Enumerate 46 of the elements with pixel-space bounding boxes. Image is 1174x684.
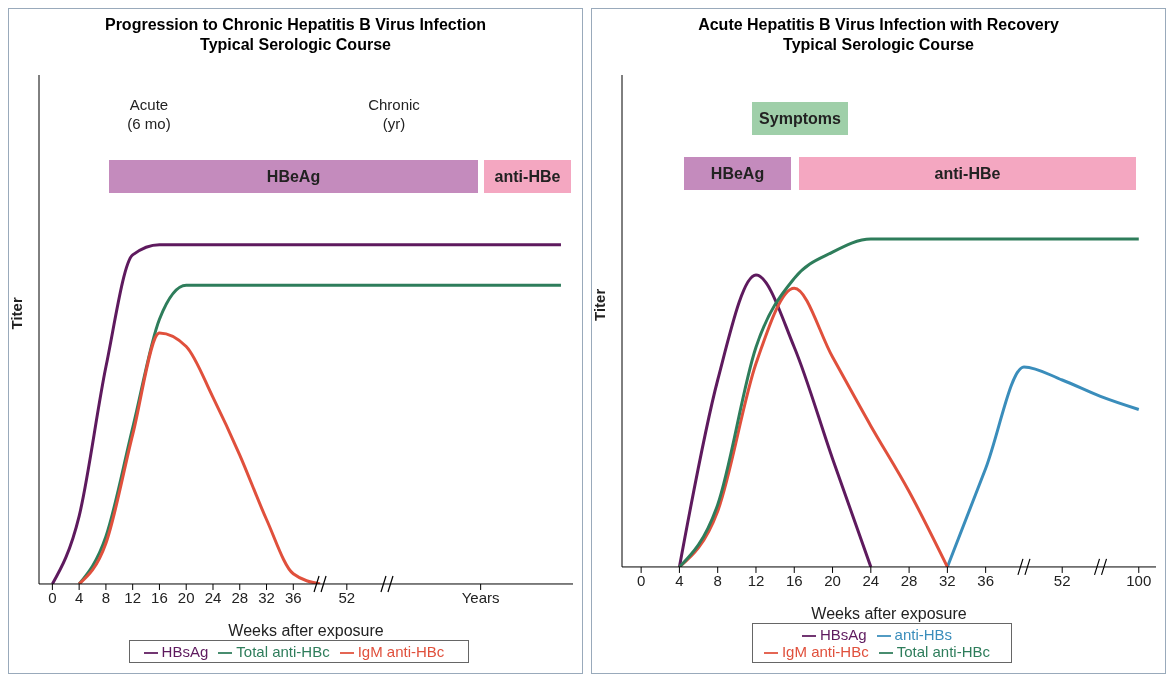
x-tick-label: 36 bbox=[977, 571, 994, 589]
x-axis-title: Weeks after exposure bbox=[811, 604, 967, 622]
x-tick-label: 8 bbox=[713, 571, 722, 589]
legend-label: Total anti-HBc bbox=[896, 642, 991, 660]
x-tick-label: 52 bbox=[1053, 571, 1071, 589]
x-tick-label: Years bbox=[461, 588, 500, 606]
y-axis-title: Titer bbox=[591, 288, 609, 321]
legend-label: IgM anti-HBc bbox=[781, 642, 869, 660]
text: HBeAg bbox=[684, 157, 791, 190]
x-tick-label: 8 bbox=[101, 588, 111, 606]
x-tick-label: 28 bbox=[231, 588, 249, 606]
x-tick-label: 16 bbox=[151, 588, 168, 606]
legend-label: anti-HBs bbox=[894, 625, 953, 643]
x-tick-label: 4 bbox=[74, 588, 84, 606]
legend-label: HBsAg bbox=[161, 642, 209, 660]
x-tick-label: 4 bbox=[675, 571, 684, 589]
legend-label: Total anti-HBc bbox=[236, 642, 330, 660]
text: Chronic (yr) bbox=[367, 95, 421, 133]
chart-subtitle: Typical Serologic Course bbox=[199, 35, 392, 55]
chart-title: Acute Hepatitis B Virus Infection with Recovery bbox=[697, 15, 1060, 35]
legend-label: HBsAg bbox=[819, 625, 867, 643]
y-axis-title: Titer bbox=[8, 297, 26, 330]
chart-title: Progression to Chronic Hepatitis B Virus Infection bbox=[103, 15, 488, 35]
text: anti-HBe bbox=[484, 160, 571, 193]
x-tick-label: 100 bbox=[1126, 571, 1152, 589]
x-tick-label: 36 bbox=[284, 588, 302, 606]
x-tick-label: 0 bbox=[636, 571, 646, 589]
x-axis-title: Weeks after exposure bbox=[228, 621, 384, 639]
x-tick-label: 24 bbox=[204, 588, 222, 606]
chart-subtitle: Typical Serologic Course bbox=[782, 35, 975, 55]
x-tick-label: 20 bbox=[177, 588, 195, 606]
text: Acute (6 mo) bbox=[126, 95, 172, 133]
x-tick-label: 12 bbox=[747, 571, 765, 589]
text: HBeAg bbox=[109, 160, 478, 193]
text: Symptoms bbox=[752, 102, 848, 135]
x-tick-label: 52 bbox=[338, 588, 356, 606]
x-tick-label: 16 bbox=[785, 571, 803, 589]
x-tick-label: 0 bbox=[48, 588, 57, 606]
x-tick-label: 32 bbox=[258, 588, 275, 606]
x-tick-label: 12 bbox=[124, 588, 142, 606]
x-tick-label: 24 bbox=[862, 571, 880, 589]
text: anti-HBe bbox=[799, 157, 1136, 190]
x-tick-label: 20 bbox=[824, 571, 841, 589]
x-tick-label: 32 bbox=[939, 571, 956, 589]
x-tick-label: 28 bbox=[900, 571, 918, 589]
legend-label: IgM anti-HBc bbox=[357, 642, 445, 660]
